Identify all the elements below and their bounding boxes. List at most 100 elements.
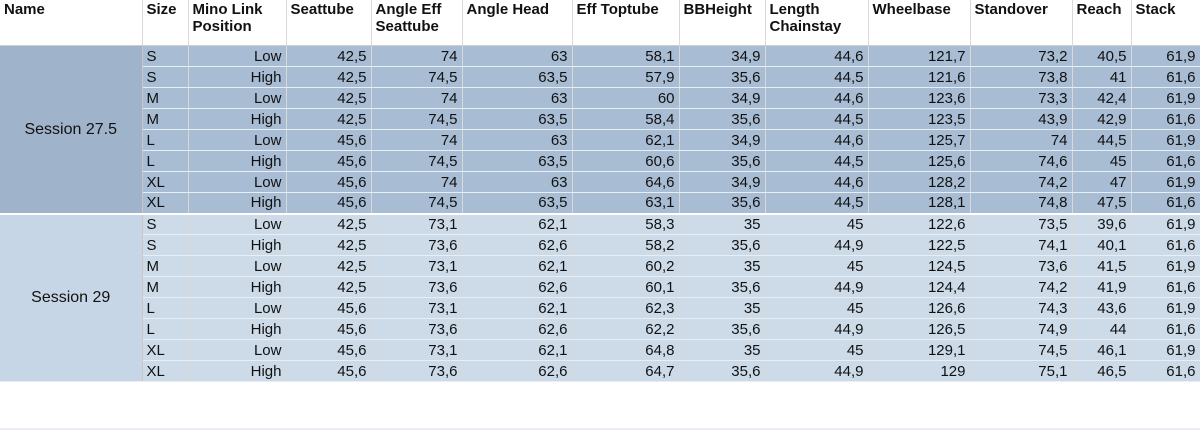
header-wheelbase[interactable]: Wheelbase (868, 0, 971, 46)
header-angle-eff-seattube[interactable]: Angle Eff Seattube (371, 0, 463, 46)
table-cell: 73,6 (371, 276, 463, 298)
table-cell: 61,6 (1131, 66, 1200, 88)
table-cell: 42,5 (286, 108, 372, 130)
table-cell: 44,6 (765, 45, 869, 67)
header-name[interactable]: Name (0, 0, 143, 46)
table-cell: 63,5 (462, 66, 573, 88)
table-cell: 44,5 (1072, 129, 1132, 151)
table-cell: 62,1 (462, 339, 573, 361)
table-cell: 41,5 (1072, 255, 1132, 277)
table-cell: 39,6 (1072, 212, 1132, 235)
table-cell: XL (142, 360, 189, 382)
table-cell: M (142, 255, 189, 277)
geometry-table: Name Size Mino Link Position Seattube An… (0, 0, 1200, 382)
table-cell: 47 (1072, 171, 1132, 193)
table-cell: 62,2 (572, 318, 680, 340)
table-cell: M (142, 276, 189, 298)
header-reach[interactable]: Reach (1072, 0, 1132, 46)
table-cell: 74,9 (970, 318, 1073, 340)
table-cell: 64,6 (572, 171, 680, 193)
table-cell: 62,1 (462, 297, 573, 319)
table-cell: 41 (1072, 66, 1132, 88)
table-cell: S (142, 66, 189, 88)
table-cell: XL (142, 339, 189, 361)
table-cell: 128,2 (868, 171, 971, 193)
table-cell: 63,5 (462, 150, 573, 172)
table-cell: 125,6 (868, 150, 971, 172)
table-cell: 58,3 (572, 212, 680, 235)
table-cell: Low (188, 339, 287, 361)
table-cell: 61,6 (1131, 276, 1200, 298)
table-row: Session 29 S Low 42,5 73,1 62,1 58,3 35 45 122,6 7… (0, 212, 1200, 382)
table-cell: L (142, 297, 189, 319)
table-cell: 73,6 (371, 318, 463, 340)
table-cell: 42,5 (286, 234, 372, 256)
table-cell: 73,1 (371, 212, 463, 235)
table-cell: 44,5 (765, 150, 869, 172)
table-cell: 45 (765, 212, 869, 235)
table-cell: 58,1 (572, 45, 680, 67)
header-bbheight[interactable]: BBHeight (679, 0, 766, 46)
header-eff-toptube[interactable]: Eff Toptube (572, 0, 680, 46)
table-cell: 75,1 (970, 360, 1073, 382)
table-row: S High 42,5 74,5 63,5 57,9 35,6 44,5 121,6 73,8 41… (0, 66, 1200, 88)
table-cell: 73,8 (970, 66, 1073, 88)
table-cell: 61,6 (1131, 234, 1200, 256)
header-size[interactable]: Size (142, 0, 189, 46)
header-stack[interactable]: Stack (1131, 0, 1200, 46)
table-cell: High (188, 360, 287, 382)
table-cell: L (142, 318, 189, 340)
table-cell: M (142, 108, 189, 130)
table-cell: 44,9 (765, 276, 869, 298)
table-cell: 61,6 (1131, 318, 1200, 340)
table-cell: 126,6 (868, 297, 971, 319)
bottom-divider (0, 428, 1200, 430)
table-body: Session 27.5 S Low 42,5 74 63 58,1 34,9 44,6 121,… (0, 45, 1200, 382)
table-cell: 73,6 (371, 360, 463, 382)
table-cell: 42,5 (286, 87, 372, 109)
table-cell: 73,6 (970, 255, 1073, 277)
table-cell: L (142, 129, 189, 151)
header-mino-link-position[interactable]: Mino Link Position (188, 0, 287, 46)
table-cell: 40,1 (1072, 234, 1132, 256)
table-row: XL High 45,6 74,5 63,5 63,1 35,6 44,5 128,1 74,8 4… (0, 192, 1200, 214)
table-cell: 61,6 (1131, 360, 1200, 382)
header-angle-head[interactable]: Angle Head (462, 0, 573, 46)
table-cell: 45,6 (286, 171, 372, 193)
table-cell: 74,5 (970, 339, 1073, 361)
table-cell: 45 (765, 255, 869, 277)
table-cell: 35,6 (679, 234, 766, 256)
table-cell: 45,6 (286, 318, 372, 340)
table-cell: 74 (371, 171, 463, 193)
table-cell: High (188, 234, 287, 256)
table-cell: 45 (765, 339, 869, 361)
header-length-chainstay[interactable]: Length Chainstay (765, 0, 869, 46)
table-cell: 63,1 (572, 192, 680, 214)
table-cell: 74,6 (970, 150, 1073, 172)
table-cell: 73,1 (371, 339, 463, 361)
table-cell: 45,6 (286, 297, 372, 319)
table-cell: 42,4 (1072, 87, 1132, 109)
table-cell: 35 (679, 255, 766, 277)
table-cell: XL (142, 171, 189, 193)
table-cell: 74,5 (371, 108, 463, 130)
table-cell: 122,5 (868, 234, 971, 256)
table-cell: 44,5 (765, 108, 869, 130)
table-cell: 62,3 (572, 297, 680, 319)
table-cell: 60 (572, 87, 680, 109)
table-row: XL Low 45,6 74 63 64,6 34,9 44,6 128,2 74,2 47 61,9 (0, 171, 1200, 193)
table-cell: 124,5 (868, 255, 971, 277)
table-cell: 43,6 (1072, 297, 1132, 319)
table-cell: 44,9 (765, 234, 869, 256)
table-cell: M (142, 87, 189, 109)
table-cell: High (188, 150, 287, 172)
table-cell: 45,6 (286, 192, 372, 214)
table-cell: Low (188, 45, 287, 67)
header-seattube[interactable]: Seattube (286, 0, 372, 46)
table-cell: 74 (371, 45, 463, 67)
table-cell: 35,6 (679, 66, 766, 88)
table-cell: 63 (462, 171, 573, 193)
header-standover[interactable]: Standover (970, 0, 1073, 46)
table-cell: 128,1 (868, 192, 971, 214)
